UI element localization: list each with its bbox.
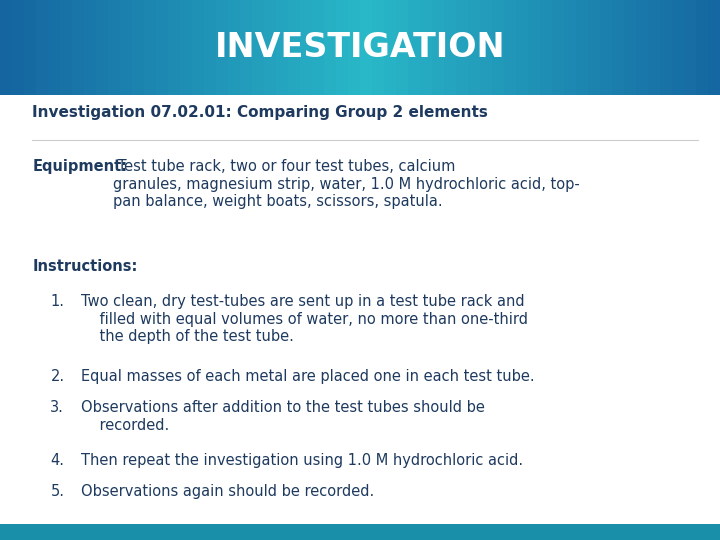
- Bar: [684, 0, 697, 94]
- Text: Observations after addition to the test tubes should be
    recorded.: Observations after addition to the test …: [81, 400, 485, 433]
- Bar: [516, 0, 528, 94]
- Bar: [528, 0, 541, 94]
- Bar: [432, 0, 445, 94]
- Bar: [324, 0, 337, 94]
- Text: Observations again should be recorded.: Observations again should be recorded.: [81, 484, 374, 500]
- Bar: [672, 0, 685, 94]
- Text: Then repeat the investigation using 1.0 M hydrochloric acid.: Then repeat the investigation using 1.0 …: [81, 453, 523, 468]
- Bar: [348, 0, 361, 94]
- Bar: [468, 0, 481, 94]
- Bar: [252, 0, 265, 94]
- Bar: [648, 0, 661, 94]
- Text: Instructions:: Instructions:: [32, 259, 138, 274]
- Bar: [624, 0, 636, 94]
- Bar: [60, 0, 73, 94]
- Bar: [240, 0, 253, 94]
- Bar: [612, 0, 625, 94]
- Bar: [600, 0, 613, 94]
- Text: Equipment:: Equipment:: [32, 159, 127, 174]
- Bar: [576, 0, 589, 94]
- Bar: [396, 0, 409, 94]
- Bar: [300, 0, 312, 94]
- Bar: [456, 0, 469, 94]
- Bar: [36, 0, 49, 94]
- Bar: [120, 0, 132, 94]
- Bar: [72, 0, 85, 94]
- Bar: [444, 0, 456, 94]
- Text: 5.: 5.: [50, 484, 64, 500]
- Bar: [540, 0, 553, 94]
- Bar: [504, 0, 517, 94]
- Bar: [156, 0, 168, 94]
- Bar: [492, 0, 505, 94]
- Text: 3.: 3.: [50, 400, 64, 415]
- Bar: [168, 0, 181, 94]
- Bar: [708, 0, 720, 94]
- Bar: [0, 0, 13, 94]
- Bar: [216, 0, 229, 94]
- Text: Test tube rack, two or four test tubes, calcium
granules, magnesium strip, water: Test tube rack, two or four test tubes, …: [113, 159, 580, 209]
- Bar: [264, 0, 276, 94]
- Bar: [276, 0, 289, 94]
- Bar: [48, 0, 60, 94]
- Bar: [660, 0, 672, 94]
- Text: Equal masses of each metal are placed one in each test tube.: Equal masses of each metal are placed on…: [81, 369, 535, 384]
- Bar: [312, 0, 325, 94]
- Bar: [408, 0, 420, 94]
- Bar: [12, 0, 24, 94]
- Text: 2.: 2.: [50, 369, 65, 384]
- Bar: [336, 0, 348, 94]
- Bar: [96, 0, 109, 94]
- Bar: [132, 0, 145, 94]
- Bar: [288, 0, 301, 94]
- Bar: [204, 0, 217, 94]
- Bar: [0, 94, 720, 524]
- Bar: [564, 0, 577, 94]
- Bar: [180, 0, 193, 94]
- Bar: [144, 0, 157, 94]
- Bar: [480, 0, 492, 94]
- Text: Investigation 07.02.01: Comparing Group 2 elements: Investigation 07.02.01: Comparing Group …: [32, 105, 488, 120]
- Bar: [84, 0, 96, 94]
- Bar: [552, 0, 564, 94]
- Bar: [372, 0, 384, 94]
- Bar: [384, 0, 397, 94]
- Bar: [636, 0, 649, 94]
- Text: 1.: 1.: [50, 294, 64, 309]
- Bar: [360, 0, 373, 94]
- Bar: [420, 0, 433, 94]
- Bar: [588, 0, 600, 94]
- Bar: [0, 524, 720, 540]
- Bar: [192, 0, 204, 94]
- Bar: [228, 0, 240, 94]
- Bar: [696, 0, 708, 94]
- Text: 4.: 4.: [50, 453, 64, 468]
- Bar: [108, 0, 121, 94]
- Bar: [24, 0, 37, 94]
- Text: Two clean, dry test-tubes are sent up in a test tube rack and
    filled with eq: Two clean, dry test-tubes are sent up in…: [81, 294, 528, 344]
- Text: INVESTIGATION: INVESTIGATION: [215, 31, 505, 64]
